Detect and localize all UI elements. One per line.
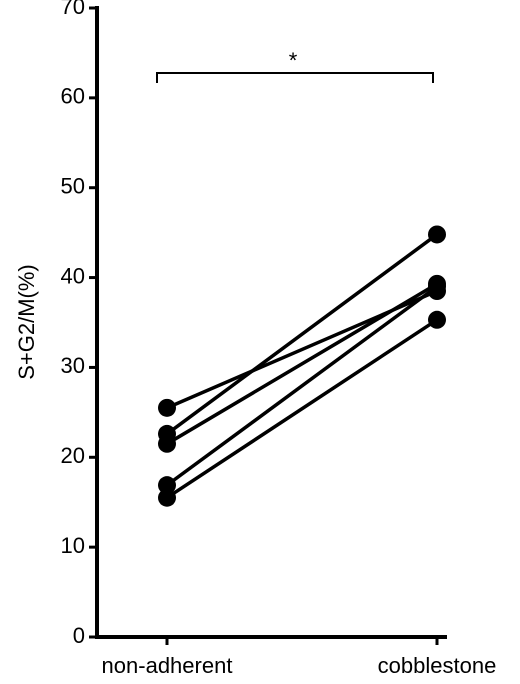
point — [158, 488, 176, 507]
x-tick-label: non-adherent — [102, 653, 233, 678]
point — [428, 310, 446, 329]
y-tick-label: 60 — [61, 84, 85, 109]
y-tick-label: 0 — [73, 623, 85, 648]
y-tick-label: 30 — [61, 353, 85, 378]
x-tick-label: cobblestone — [378, 653, 497, 678]
annotation: * — [289, 48, 298, 73]
y-tick-label: 20 — [61, 443, 85, 468]
y-tick-label: 50 — [61, 174, 85, 199]
y-tick-label: 70 — [61, 0, 85, 19]
pair-line — [165, 233, 439, 436]
y-tick-label: 40 — [61, 263, 85, 288]
significance-bracket — [156, 72, 434, 83]
point — [428, 225, 446, 244]
point — [158, 398, 176, 417]
pair-line — [165, 285, 439, 487]
point — [158, 476, 176, 495]
point — [158, 434, 176, 453]
pair-line — [166, 282, 438, 446]
point — [428, 277, 446, 296]
pair-line — [166, 318, 438, 500]
y-axis-label: S+G2/M(%) — [14, 264, 39, 380]
y-tick-label: 10 — [61, 533, 85, 558]
